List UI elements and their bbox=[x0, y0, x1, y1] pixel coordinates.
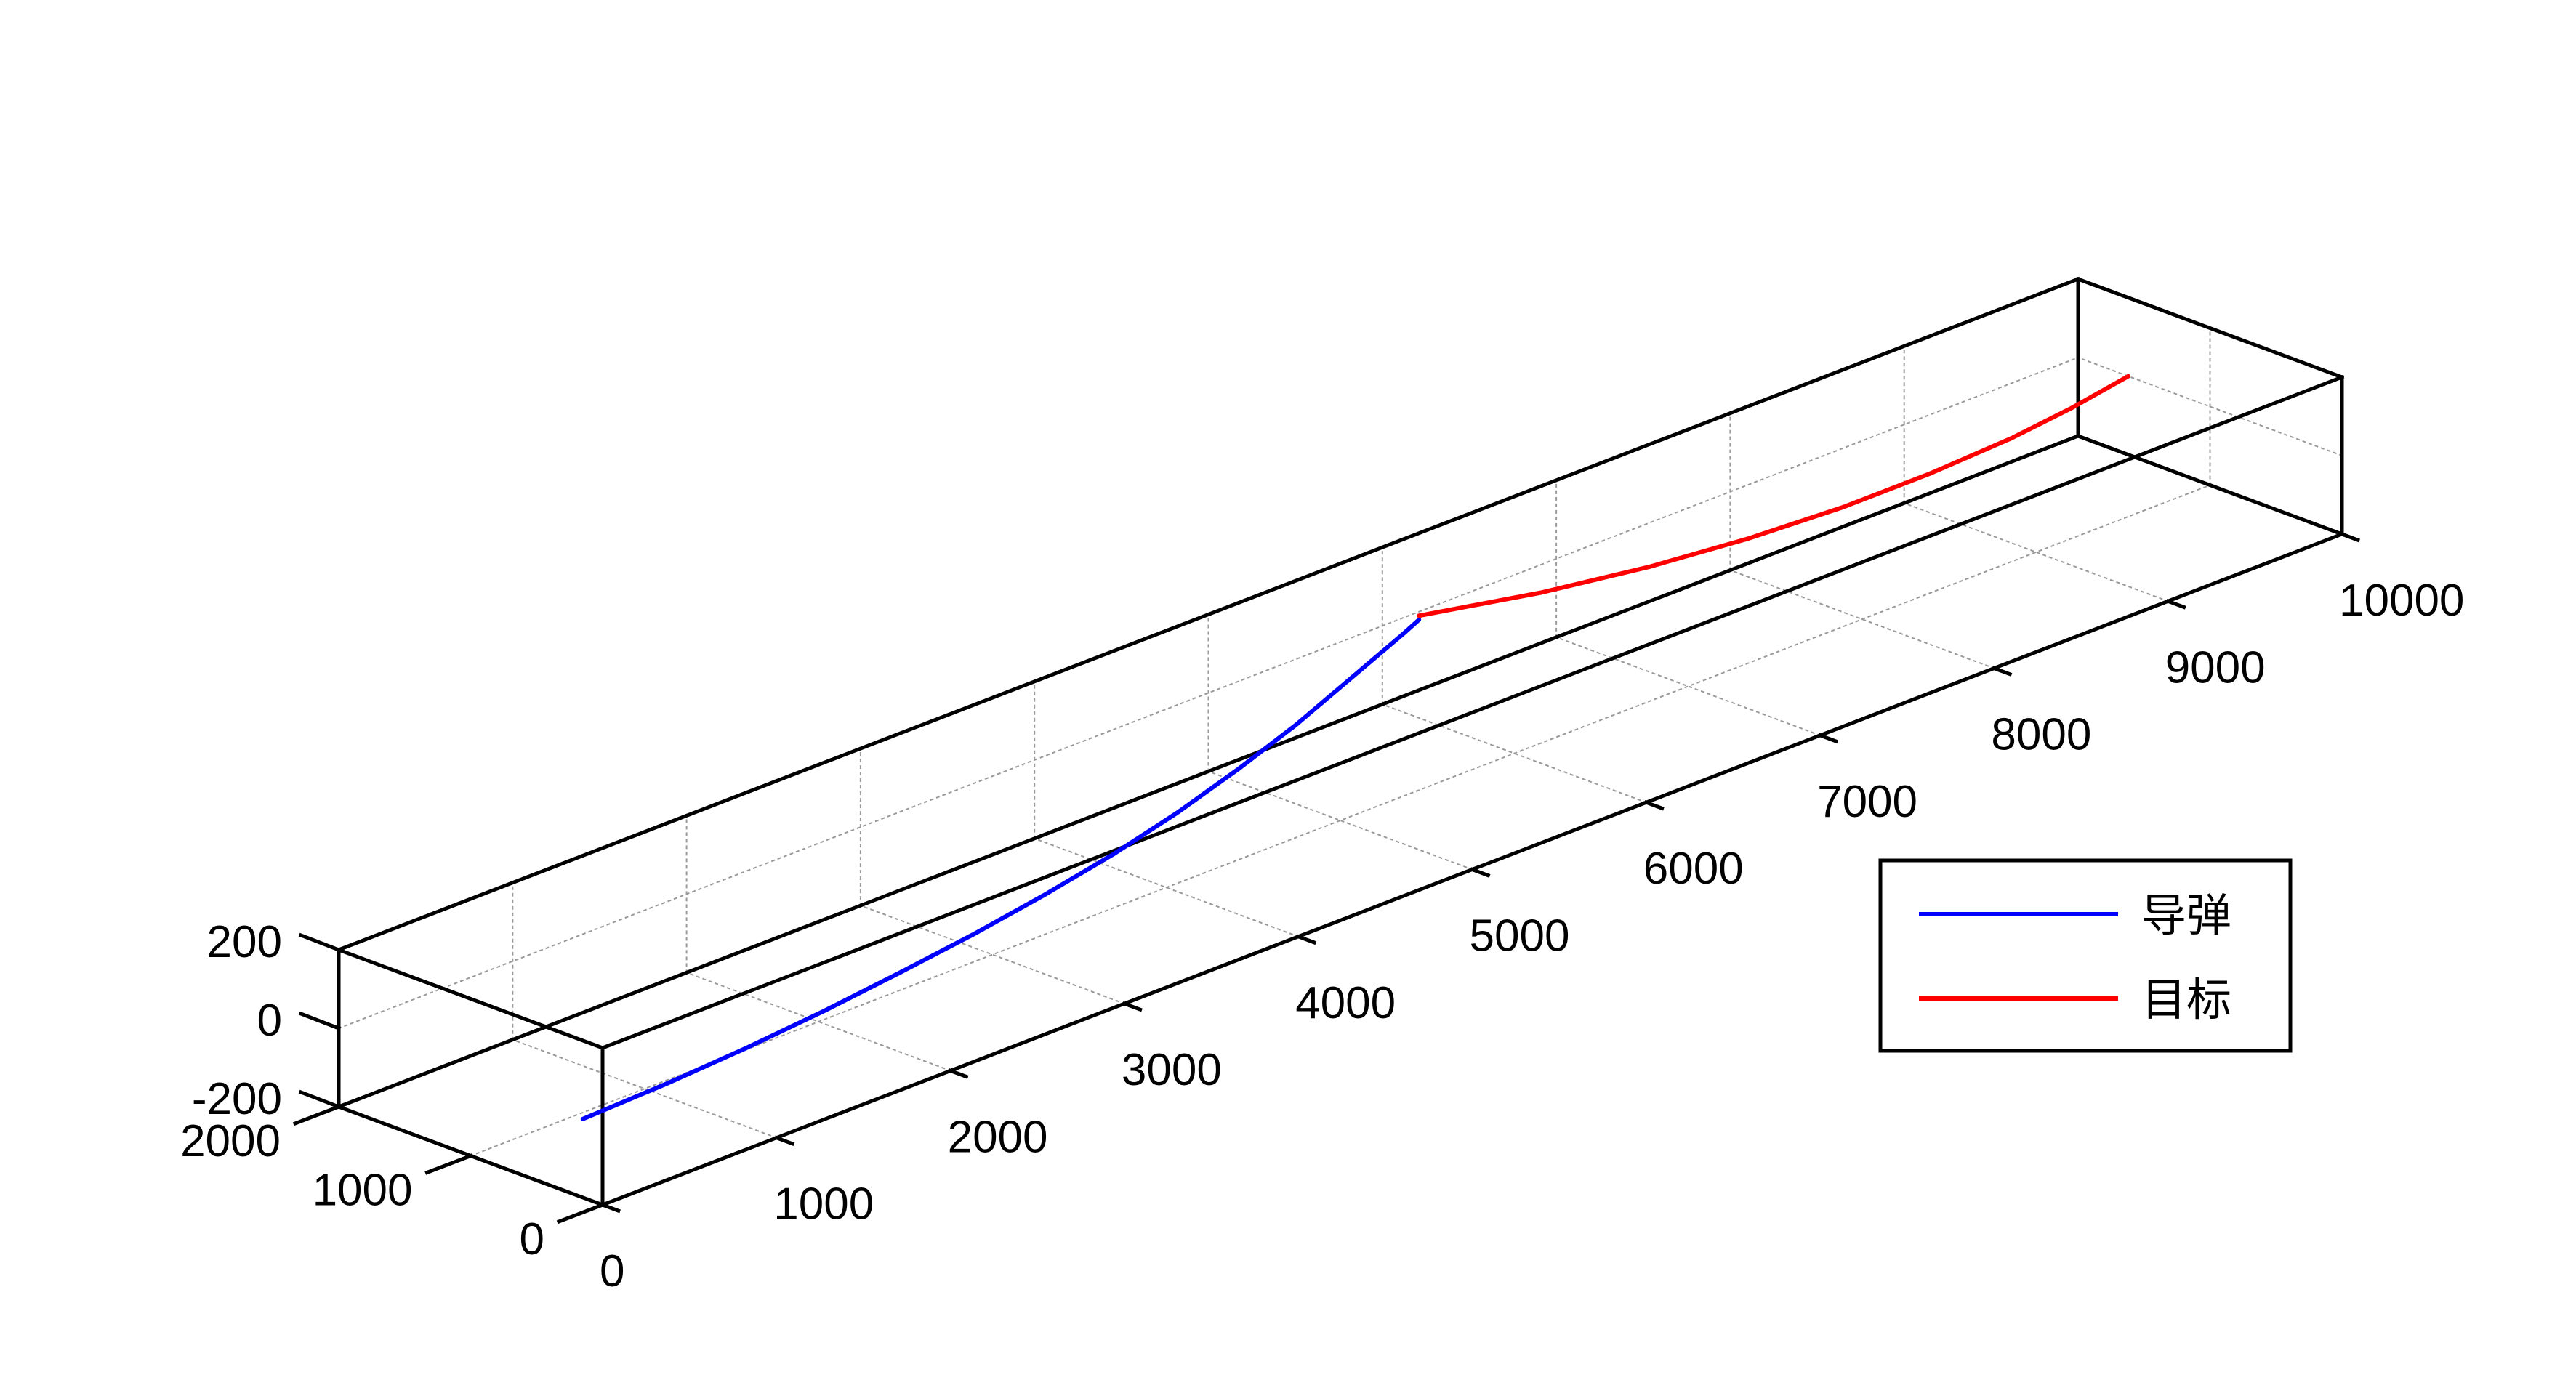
z-tick-label: 0 bbox=[257, 996, 282, 1046]
series-line-0 bbox=[580, 617, 1422, 1121]
x-tick-mark bbox=[1817, 733, 1839, 744]
y-tick-mark bbox=[424, 1153, 473, 1175]
z-tick-mark bbox=[298, 932, 342, 953]
x-tick-label: 3000 bbox=[1122, 1045, 1222, 1095]
data-series bbox=[580, 374, 2130, 1121]
grid-line-x-floor bbox=[1381, 703, 1648, 804]
x-tick-label: 2000 bbox=[948, 1112, 1048, 1162]
box-edge bbox=[600, 374, 2345, 1051]
z-tick-mark bbox=[298, 1011, 342, 1031]
x-tick-mark bbox=[2339, 531, 2360, 543]
grid-line-x-floor bbox=[1555, 636, 1822, 737]
grid-line-x-floor bbox=[512, 1038, 778, 1139]
y-tick-label: 1000 bbox=[313, 1166, 413, 1216]
box-edge bbox=[2075, 276, 2345, 380]
series-line-1 bbox=[1417, 374, 2130, 618]
x-tick-label: 8000 bbox=[1991, 710, 2091, 760]
x-tick-mark bbox=[1122, 1001, 1143, 1012]
x-tick-label: 5000 bbox=[1470, 911, 1570, 961]
x-tick-label: 1000 bbox=[773, 1179, 874, 1230]
box-edge bbox=[336, 947, 605, 1051]
tick-labels: 0100020003000400050006000700080009000100… bbox=[180, 576, 2464, 1296]
box-edge bbox=[2075, 433, 2345, 537]
x-tick-mark bbox=[2165, 599, 2186, 610]
x-tick-label: 10000 bbox=[2339, 576, 2464, 626]
axes-box bbox=[336, 276, 2345, 1208]
grid-line-x-floor bbox=[1729, 569, 1995, 669]
z-tick-label: 200 bbox=[207, 917, 282, 967]
x-tick-mark bbox=[1470, 867, 1491, 878]
x-tick-mark bbox=[774, 1135, 795, 1147]
grid-line-x-floor bbox=[1207, 770, 1473, 871]
axis-ticks bbox=[292, 531, 2360, 1224]
legend-box bbox=[1878, 858, 2293, 1053]
x-tick-label: 6000 bbox=[1643, 844, 1744, 894]
box-edge bbox=[336, 433, 2081, 1110]
grid-line-x-floor bbox=[685, 972, 951, 1072]
x-tick-mark bbox=[600, 1202, 621, 1214]
legend-label-target: 目标 bbox=[2141, 975, 2231, 1025]
y-tick-mark bbox=[292, 1104, 342, 1126]
x-tick-label: 9000 bbox=[2165, 642, 2266, 693]
x-tick-mark bbox=[948, 1068, 969, 1079]
grid-line-x-floor bbox=[859, 904, 1126, 1005]
x-tick-mark bbox=[1643, 799, 1665, 811]
x-tick-label: 7000 bbox=[1817, 777, 1917, 827]
box-edge bbox=[336, 276, 2081, 953]
legend-label-missile: 导弹 bbox=[2141, 891, 2231, 941]
y-tick-mark bbox=[556, 1202, 605, 1224]
y-tick-label: 0 bbox=[520, 1214, 544, 1264]
y-tick-label: 2000 bbox=[180, 1116, 281, 1166]
z-tick-label: -200 bbox=[192, 1074, 282, 1124]
grid-line-z-side-wall bbox=[2077, 356, 2343, 457]
z-tick-mark bbox=[298, 1089, 342, 1110]
x-tick-label: 4000 bbox=[1295, 978, 1396, 1028]
x-tick-mark bbox=[1992, 666, 2013, 677]
grid-line-x-floor bbox=[1033, 837, 1300, 938]
x-tick-mark bbox=[1295, 934, 1317, 945]
legend: 导弹 目标 bbox=[1878, 858, 2293, 1053]
grid-line-x-floor bbox=[1903, 502, 2169, 602]
x-tick-label: 0 bbox=[600, 1246, 624, 1296]
